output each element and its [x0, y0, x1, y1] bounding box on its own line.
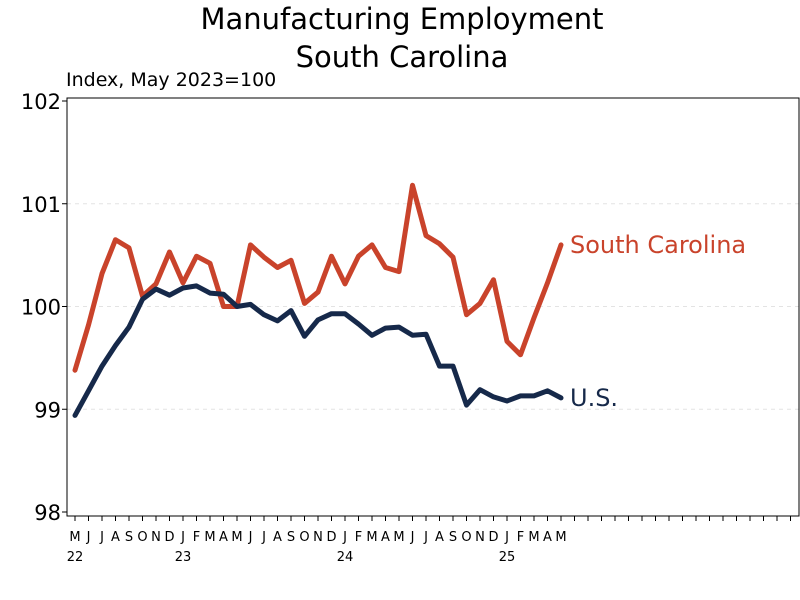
x-month-label: M — [555, 530, 566, 545]
x-month-label: J — [180, 530, 185, 545]
x-month-label: M — [366, 530, 377, 545]
y-tick-label: 102 — [21, 90, 61, 114]
x-month-label: J — [99, 530, 104, 545]
x-month-label: A — [543, 530, 552, 545]
x-month-label: J — [423, 530, 428, 545]
x-month-label: M — [393, 530, 404, 545]
x-month-label: A — [381, 530, 390, 545]
series-label-1: U.S. — [570, 384, 618, 412]
x-month-label: M — [69, 530, 80, 545]
x-month-label: J — [248, 530, 253, 545]
y-tick-label: 99 — [34, 398, 61, 422]
x-month-label: S — [287, 530, 295, 545]
x-year-label: 22 — [67, 550, 84, 565]
x-month-label: O — [461, 530, 471, 545]
gridlines — [67, 203, 799, 410]
x-month-label: J — [410, 530, 415, 545]
x-month-label: S — [125, 530, 133, 545]
chart-title-line-2: South Carolina — [296, 40, 509, 74]
plot-frame — [66, 97, 800, 517]
series-label-0: South Carolina — [570, 231, 746, 259]
x-month-label: M — [528, 530, 539, 545]
x-month-label: A — [435, 530, 444, 545]
y-axis: 98 99 100 101 102 — [21, 90, 67, 525]
series-line-0 — [72, 182, 564, 373]
x-month-label: A — [219, 530, 228, 545]
x-month-label: O — [137, 530, 147, 545]
x-month-label: O — [299, 530, 309, 545]
x-month-label: D — [164, 530, 174, 545]
chart-subtitle: Index, May 2023=100 — [66, 69, 276, 91]
x-month-label: D — [326, 530, 336, 545]
x-month-label: S — [449, 530, 457, 545]
x-month-label: F — [193, 530, 200, 545]
x-month-label: F — [517, 530, 524, 545]
x-year-label: 23 — [175, 550, 192, 565]
x-month-label: N — [313, 530, 323, 545]
x-month-label: D — [488, 530, 498, 545]
x-month-label: M — [231, 530, 242, 545]
x-month-label: J — [86, 530, 91, 545]
series-lines — [72, 182, 564, 418]
x-month-label: J — [504, 530, 509, 545]
y-tick-label: 101 — [21, 193, 61, 217]
x-axis: M J J A S O N D J F M A M J J A S O N D J F M A M J J A S O N D J F M A M22 2… — [67, 516, 791, 565]
x-month-label: J — [342, 530, 347, 545]
x-month-label: F — [355, 530, 362, 545]
y-tick-label: 100 — [21, 296, 61, 320]
x-year-label: 24 — [337, 550, 354, 565]
chart-title-line-1: Manufacturing Employment — [201, 2, 604, 36]
x-month-label: N — [151, 530, 161, 545]
x-month-label: N — [475, 530, 485, 545]
x-month-label: M — [204, 530, 215, 545]
x-month-label: A — [273, 530, 282, 545]
y-tick-label: 98 — [34, 501, 61, 525]
x-year-label: 25 — [499, 550, 516, 565]
series-labels: South Carolina U.S. — [570, 231, 746, 412]
series-line-1 — [72, 283, 564, 418]
x-month-label: A — [111, 530, 120, 545]
x-month-label: J — [261, 530, 266, 545]
